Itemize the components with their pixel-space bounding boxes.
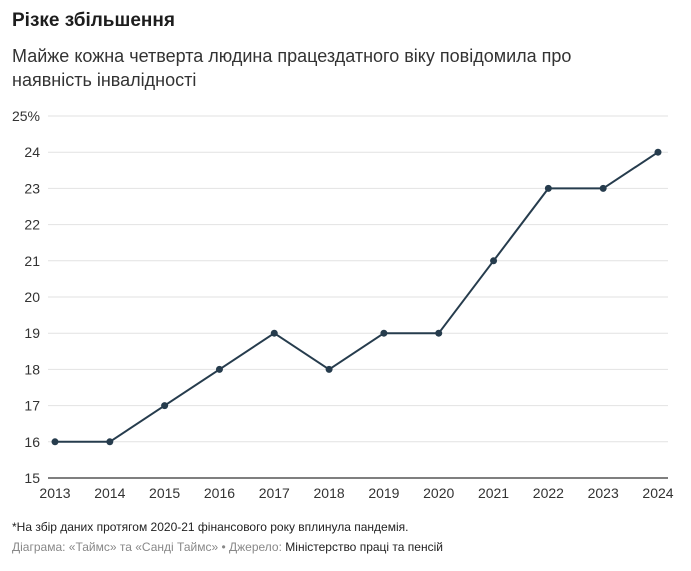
y-tick-label: 20 [24,289,40,305]
x-tick-label: 2017 [259,485,290,501]
x-tick-label: 2016 [204,485,235,501]
source-name: Міністерство праці та пенсій [285,540,443,554]
data-point [435,329,443,337]
y-tick-label: 21 [24,253,40,269]
y-tick-label: 19 [24,325,40,341]
chart-subtitle: Майже кожна четверта людина працездатног… [12,46,572,90]
data-point [51,438,59,446]
y-tick-label: 22 [24,217,40,233]
data-point [106,438,114,446]
x-tick-label: 2024 [642,485,673,501]
data-point [215,365,223,373]
x-tick-label: 2023 [588,485,619,501]
x-tick-label: 2022 [533,485,564,501]
x-tick-label: 2020 [423,485,454,501]
data-point [270,329,278,337]
data-point [161,402,169,410]
data-point [654,148,662,156]
x-tick-label: 2014 [94,485,125,501]
chart-title: Різке збільшення [12,10,175,31]
y-tick-label: 18 [24,361,40,377]
data-point [490,257,498,265]
chart-credit: Діаграма: «Таймс» та «Санді Таймс» [12,540,219,554]
credit-separator: • [221,540,226,554]
source-label: Джерело: [229,540,282,554]
y-tick-label: 16 [24,434,40,450]
footnote: *На збір даних протягом 2020-21 фінансов… [12,520,409,534]
data-point [544,184,552,192]
x-tick-label: 2015 [149,485,180,501]
y-tick-label: 25% [12,108,40,124]
x-tick-label: 2021 [478,485,509,501]
x-tick-label: 2013 [39,485,70,501]
data-point [380,329,388,337]
y-tick-label: 24 [24,144,40,160]
data-point [599,184,607,192]
y-tick-label: 17 [24,398,40,414]
y-tick-label: 15 [24,470,40,486]
credits: Діаграма: «Таймс» та «Санді Таймс» • Дже… [12,540,443,554]
x-tick-label: 2018 [314,485,345,501]
series-line [55,151,659,443]
x-tick-label: 2019 [368,485,399,501]
y-tick-label: 23 [24,180,40,196]
data-point [325,365,333,373]
